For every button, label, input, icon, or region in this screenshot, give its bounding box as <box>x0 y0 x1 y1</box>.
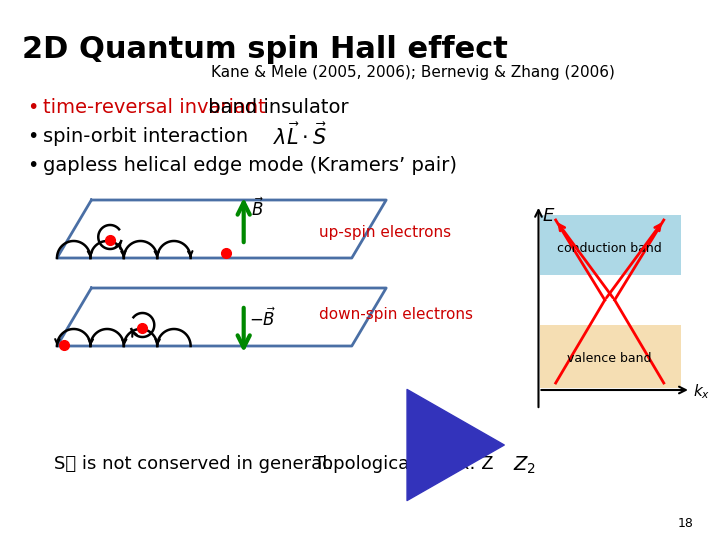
Text: •: • <box>27 98 39 117</box>
Text: gapless helical edge mode (Kramers’ pair): gapless helical edge mode (Kramers’ pair… <box>43 156 457 175</box>
Text: $E$: $E$ <box>542 207 556 225</box>
Text: $-\vec{B}$: $-\vec{B}$ <box>248 308 276 330</box>
Text: band insulator: band insulator <box>202 98 349 117</box>
Text: time-reversal invariant: time-reversal invariant <box>43 98 266 117</box>
Text: $\vec{B}$: $\vec{B}$ <box>251 198 264 220</box>
Text: down-spin electrons: down-spin electrons <box>320 307 473 322</box>
Text: valence band: valence band <box>567 352 652 365</box>
Text: •: • <box>27 127 39 146</box>
Text: Sᶓ is not conserved in general.: Sᶓ is not conserved in general. <box>54 455 333 473</box>
Bar <box>541 325 681 388</box>
Text: 2D Quantum spin Hall effect: 2D Quantum spin Hall effect <box>22 35 508 64</box>
Text: •: • <box>27 156 39 175</box>
Text: $Z_2$: $Z_2$ <box>513 455 536 476</box>
Text: $k_x$: $k_x$ <box>693 383 710 401</box>
Text: Kane & Mele (2005, 2006); Bernevig & Zhang (2006): Kane & Mele (2005, 2006); Bernevig & Zha… <box>211 65 615 80</box>
Text: $\lambda \vec{L} \cdot \vec{S}$: $\lambda \vec{L} \cdot \vec{S}$ <box>273 122 328 149</box>
Text: Topological index: Z: Topological index: Z <box>315 455 494 473</box>
Text: up-spin electrons: up-spin electrons <box>320 225 451 240</box>
Bar <box>541 215 681 275</box>
Text: conduction band: conduction band <box>557 241 662 254</box>
Text: 18: 18 <box>678 517 694 530</box>
Text: spin-orbit interaction: spin-orbit interaction <box>43 127 248 146</box>
